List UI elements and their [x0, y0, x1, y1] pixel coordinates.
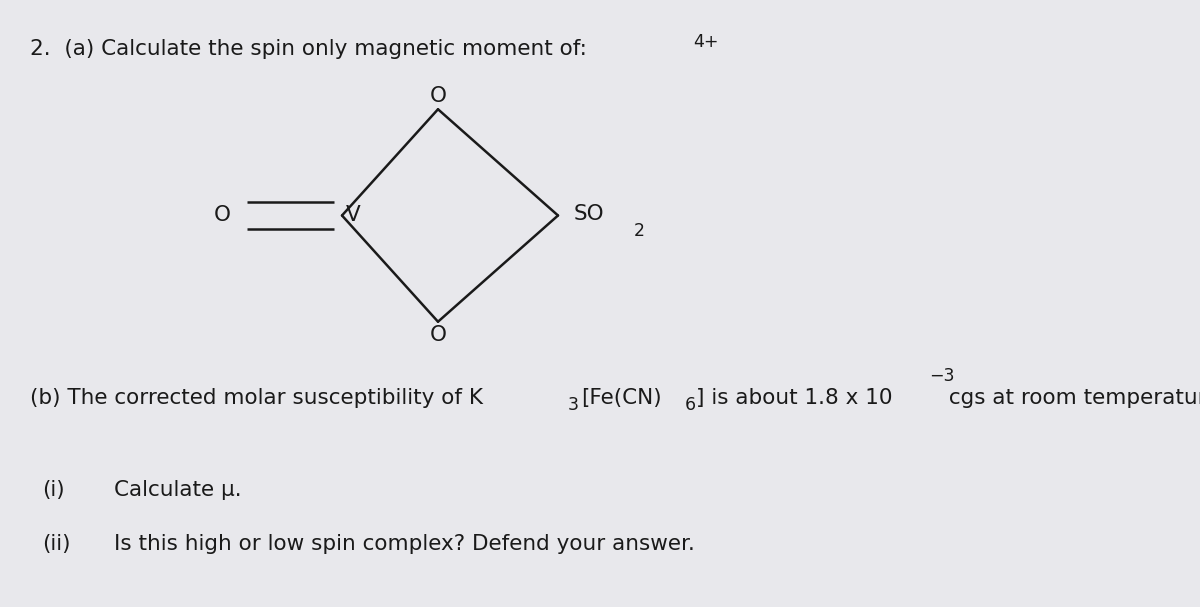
Text: Calculate μ.: Calculate μ.: [114, 480, 241, 500]
Text: (ii): (ii): [42, 534, 71, 554]
Text: (i): (i): [42, 480, 65, 500]
Text: (b) The corrected molar susceptibility of K: (b) The corrected molar susceptibility o…: [30, 388, 482, 409]
Text: Is this high or low spin complex? Defend your answer.: Is this high or low spin complex? Defend…: [114, 534, 695, 554]
Text: O: O: [214, 206, 230, 225]
Text: 6: 6: [685, 396, 696, 414]
Text: 2: 2: [634, 222, 644, 240]
Text: [Fe(CN): [Fe(CN): [581, 388, 661, 409]
Text: V: V: [346, 206, 360, 225]
Text: O: O: [430, 86, 446, 106]
Text: 3: 3: [568, 396, 578, 414]
Text: SO: SO: [574, 205, 605, 224]
Text: ] is about 1.8 x 10: ] is about 1.8 x 10: [696, 388, 893, 409]
Text: O: O: [430, 325, 446, 345]
Text: 4+: 4+: [694, 33, 719, 52]
Text: −3: −3: [929, 367, 954, 385]
Text: 2.  (a) Calculate the spin only magnetic moment of:: 2. (a) Calculate the spin only magnetic …: [30, 39, 601, 59]
Text: cgs at room temperature.: cgs at room temperature.: [942, 388, 1200, 409]
